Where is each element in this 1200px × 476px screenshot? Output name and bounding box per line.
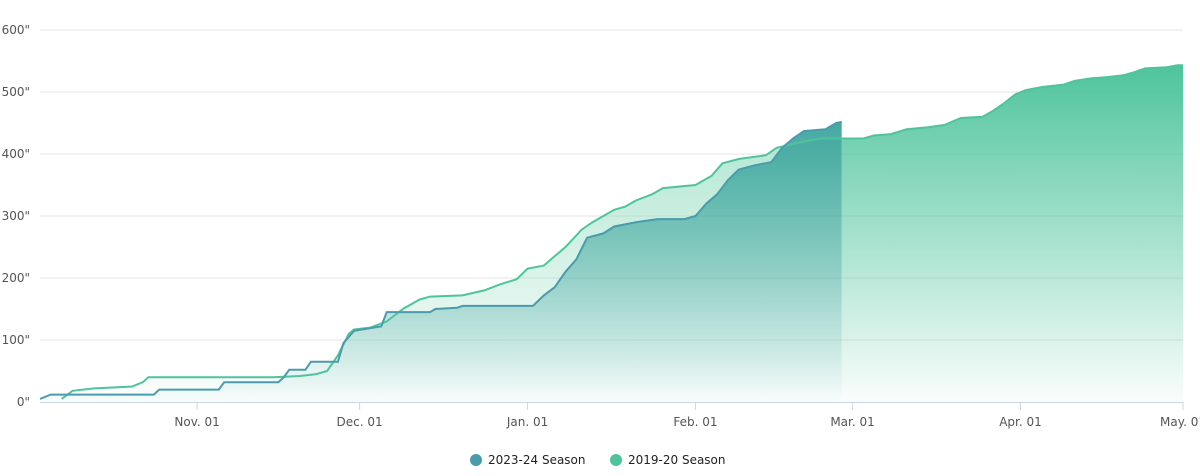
plot-area <box>39 64 1183 403</box>
series-area-2023-24 <box>40 121 842 403</box>
x-tick-label: Jan. 01 <box>506 415 548 429</box>
x-tick-label: Nov. 01 <box>174 415 219 429</box>
legend: 2023-24 Season 2019-20 Season <box>470 453 726 467</box>
legend-item[interactable]: 2023-24 Season <box>470 453 586 467</box>
series-area-2019-20-remaining <box>841 65 1183 402</box>
y-axis: 0" 100" 200" 300" 400" 500" 600" <box>2 23 30 409</box>
x-tick-label: Apr. 01 <box>999 415 1042 429</box>
x-tick-label: May. 01 <box>1160 415 1200 429</box>
series-line-2023-24 <box>39 120 842 400</box>
y-tick-label: 200" <box>2 271 30 285</box>
y-tick-label: 0" <box>17 395 30 409</box>
series-line-2019-20 <box>61 64 1183 400</box>
x-tick-label: Mar. 01 <box>830 415 874 429</box>
legend-label: 2023-24 Season <box>488 453 586 467</box>
y-tick-label: 500" <box>2 85 30 99</box>
y-tick-label: 100" <box>2 333 30 347</box>
y-tick-label: 400" <box>2 147 30 161</box>
legend-marker <box>470 454 482 466</box>
legend-item[interactable]: 2019-20 Season <box>610 453 726 467</box>
legend-marker <box>610 454 622 466</box>
x-tick-label: Dec. 01 <box>337 415 383 429</box>
y-tick-label: 300" <box>2 209 30 223</box>
legend-label: 2019-20 Season <box>628 453 726 467</box>
x-axis: Nov. 01 Dec. 01 Jan. 01 Feb. 01 Mar. 01 Apr. … <box>40 402 1200 429</box>
y-tick-label: 600" <box>2 23 30 37</box>
x-tick-label: Feb. 01 <box>673 415 717 429</box>
